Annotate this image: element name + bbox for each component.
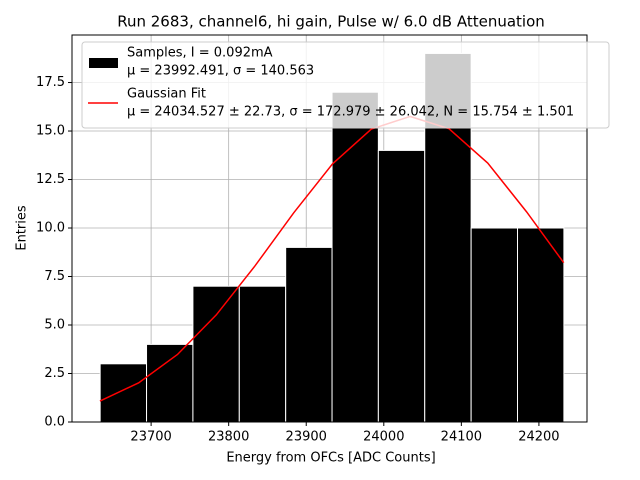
legend-label: Samples, I = 0.092mA xyxy=(127,46,273,61)
y-tick-label: 7.5 xyxy=(44,269,65,284)
x-tick-label: 23900 xyxy=(286,430,327,445)
y-tick-label: 10.0 xyxy=(36,221,65,236)
y-tick-label: 0.0 xyxy=(44,415,65,430)
legend-box xyxy=(81,41,610,129)
bar xyxy=(377,149,426,423)
bar xyxy=(192,285,240,423)
x-tick-label: 24200 xyxy=(518,430,559,445)
legend-label: Gaussian Fit xyxy=(127,87,206,102)
x-tick-label: 24000 xyxy=(363,430,404,445)
bar xyxy=(99,363,148,423)
x-tick-label: 23800 xyxy=(208,430,249,445)
x-axis-label: Energy from OFCs [ADC Counts] xyxy=(226,451,435,466)
legend: Samples, I = 0.092mA μ = 23992.491, σ = 1… xyxy=(81,41,610,129)
fit-line xyxy=(99,115,565,402)
x-tick-label: 24100 xyxy=(441,430,482,445)
legend-patch xyxy=(89,58,118,68)
bar xyxy=(331,91,379,423)
y-tick-label: 2.5 xyxy=(44,366,65,381)
bar xyxy=(517,227,565,423)
chart-title: Run 2683, channel6, hi gain, Pulse w/ 6.… xyxy=(117,13,545,31)
y-tick-label: 5.0 xyxy=(44,318,65,333)
bar xyxy=(470,227,519,423)
plot-frame xyxy=(71,34,588,423)
y-axis-label: Entries xyxy=(15,205,30,251)
bar xyxy=(238,285,287,423)
y-tick-label: 17.5 xyxy=(36,75,65,90)
x-tick-label: 23700 xyxy=(130,430,171,445)
y-tick-label: 15.0 xyxy=(36,124,65,139)
legend-stats: μ = 23992.491, σ = 140.563 xyxy=(127,64,314,79)
y-tick-label: 12.5 xyxy=(36,172,65,187)
bar xyxy=(146,343,194,423)
bar xyxy=(285,246,333,423)
legend-stats: μ = 24034.527 ± 22.73, σ = 172.979 ± 26.… xyxy=(127,105,574,120)
